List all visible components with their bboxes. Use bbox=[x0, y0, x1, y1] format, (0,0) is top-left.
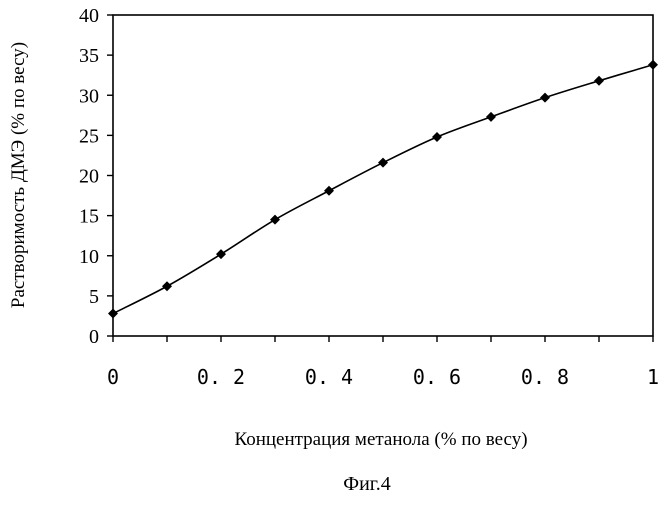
data-point-marker bbox=[432, 132, 442, 142]
x-tick-label: 0. 2 bbox=[197, 365, 245, 389]
y-tick-label: 30 bbox=[79, 85, 99, 107]
data-point-marker bbox=[270, 215, 280, 225]
data-points bbox=[108, 60, 658, 319]
y-axis-label: Растворимость ДМЭ (% по весу) bbox=[8, 42, 29, 308]
x-tick-label: 0 bbox=[107, 365, 119, 389]
data-point-marker bbox=[594, 76, 604, 86]
data-point-marker bbox=[216, 249, 226, 259]
y-tick-label: 5 bbox=[89, 286, 99, 308]
tick-marks bbox=[107, 15, 653, 342]
series-line bbox=[113, 65, 653, 314]
x-tick-label: 0. 4 bbox=[305, 365, 353, 389]
x-tick-label: 0. 8 bbox=[521, 365, 569, 389]
data-point-marker bbox=[378, 158, 388, 168]
x-axis-label: Концентрация метанола (% по весу) bbox=[234, 429, 527, 450]
y-tick-label: 0 bbox=[89, 326, 99, 348]
data-point-marker bbox=[648, 60, 658, 70]
axes bbox=[113, 15, 653, 336]
figure-caption: Фиг.4 bbox=[343, 473, 390, 495]
x-tick-label: 0. 6 bbox=[413, 365, 461, 389]
data-point-marker bbox=[540, 93, 550, 103]
y-tick-label: 25 bbox=[79, 125, 99, 147]
data-point-marker bbox=[162, 281, 172, 291]
y-tick-labels: 0 5 10 15 20 25 30 35 40 bbox=[79, 5, 99, 348]
y-tick-label: 40 bbox=[79, 5, 99, 27]
x-tick-label: 1 bbox=[647, 365, 659, 389]
data-point-marker bbox=[324, 186, 334, 196]
data-point-marker bbox=[108, 309, 118, 319]
y-tick-label: 10 bbox=[79, 246, 99, 268]
x-tick-labels: 0 0. 2 0. 4 0. 6 0. 8 1 bbox=[107, 365, 659, 389]
data-point-marker bbox=[486, 112, 496, 122]
plot-area-frame bbox=[113, 15, 653, 336]
y-tick-label: 20 bbox=[79, 166, 99, 188]
y-tick-label: 35 bbox=[79, 45, 99, 67]
y-tick-label: 15 bbox=[79, 206, 99, 228]
data-series bbox=[113, 65, 653, 314]
